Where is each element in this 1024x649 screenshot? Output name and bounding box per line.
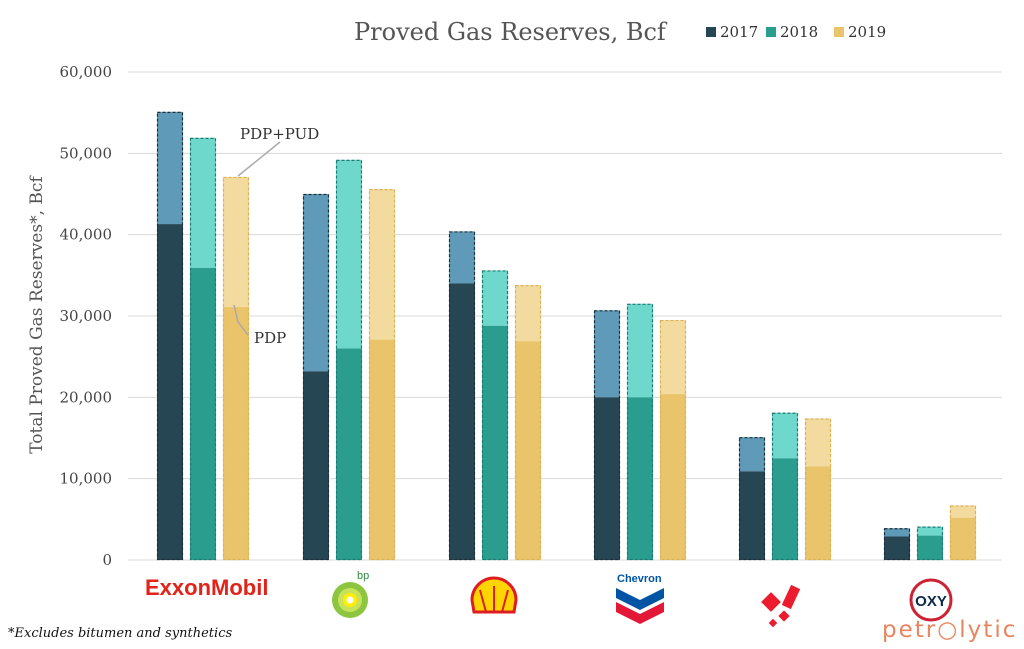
pdp-leader xyxy=(233,304,249,336)
bar-pdp-Shell-2018 xyxy=(482,325,508,560)
bar-pud-Chevron-2017 xyxy=(594,310,620,398)
y-tick-label: 10,000 xyxy=(60,470,113,488)
bar-pdp-Chevron-2018 xyxy=(627,397,653,560)
bar-pud-Chevron-2018 xyxy=(627,303,653,398)
legend-label-2018: 2018 xyxy=(780,23,818,41)
footnote: *Excludes bitumen and synthetics xyxy=(8,626,233,641)
bar-pud-ExxonMobil-2018 xyxy=(190,137,216,269)
chevron-logo-text: Chevron xyxy=(617,573,662,585)
y-tick-label: 60,000 xyxy=(60,63,113,81)
oxy-logo: OXY xyxy=(909,578,953,622)
annotations: PDP+PUD PDP xyxy=(233,125,319,347)
bar-pdp-Shell-2019 xyxy=(515,341,541,560)
exxonmobil-logo-text: ExxonMobil xyxy=(145,575,268,600)
bar-pud-ExxonMobil-2019 xyxy=(223,176,249,308)
bar-pdp-ExxonMobil-2018 xyxy=(190,268,216,560)
bar-pdp-bp-2018 xyxy=(336,348,362,560)
bar-outline-Shell-2019 xyxy=(514,284,542,561)
bar-pdp-OXY-2017 xyxy=(884,536,910,560)
grid xyxy=(128,71,1002,561)
bar-pud-Shell-2017 xyxy=(449,231,475,284)
oxy-ring-icon xyxy=(909,578,953,622)
bar-pud-Shell-2018 xyxy=(482,270,508,326)
pdp-label: PDP xyxy=(254,329,286,347)
bar-outline-Shell-2018 xyxy=(481,270,509,561)
bar-outline-OXY-2018 xyxy=(916,526,944,561)
chevron-logo: Chevron xyxy=(616,573,664,624)
bp-logo-text: bp xyxy=(357,570,369,582)
legend-swatch-2018 xyxy=(766,27,776,37)
bar-outline-ExxonMobil-2018 xyxy=(189,137,217,561)
chart-title: Proved Gas Reserves, Bcf xyxy=(354,18,668,46)
bar-pdp-bp-2019 xyxy=(369,339,395,560)
bar-pud-Shell-2019 xyxy=(515,285,541,342)
y-axis-ticks: 0 10,000 20,000 30,000 40,000 50,000 60,000 xyxy=(60,63,113,569)
petrolytic-brand: petr○lytic xyxy=(882,617,1018,643)
pdp-pud-label: PDP+PUD xyxy=(240,125,319,143)
y-tick-label: 40,000 xyxy=(60,226,113,244)
bar-outline-Chevron-2017 xyxy=(593,310,621,561)
y-tick-label: 50,000 xyxy=(60,144,113,162)
bar-outline-Chevron-2018 xyxy=(626,303,654,561)
equinor-logo xyxy=(761,584,801,628)
bar-pud-Equinor-2017 xyxy=(739,437,765,472)
bar-pud-bp-2017 xyxy=(303,194,329,372)
bar-pdp-ExxonMobil-2017 xyxy=(157,224,183,561)
y-axis-label: Total Proved Gas Reserves*, Bcf xyxy=(27,175,47,454)
bar-pdp-Shell-2017 xyxy=(449,283,475,560)
legend-label-2017: 2017 xyxy=(720,23,758,41)
bp-logo: bp xyxy=(332,570,369,618)
legend: 2017 2018 2019 xyxy=(706,23,886,41)
bar-pdp-Chevron-2017 xyxy=(594,397,620,560)
bar-outline-OXY-2017 xyxy=(883,528,911,561)
bar-pdp-OXY-2018 xyxy=(917,535,943,560)
bar-outline-OXY-2019 xyxy=(949,505,977,561)
bar-outline-Equinor-2017 xyxy=(738,437,766,561)
pdp-pud-leader xyxy=(237,141,281,177)
equinor-star-icon xyxy=(761,592,781,612)
exxonmobil-logo: ExxonMobil xyxy=(145,575,268,600)
bar-outline-Equinor-2018 xyxy=(771,412,799,561)
legend-swatch-2017 xyxy=(706,27,716,37)
bar-pud-OXY-2018 xyxy=(917,526,943,536)
bar-pud-OXY-2019 xyxy=(950,505,976,518)
oxy-logo-text: OXY xyxy=(915,593,947,610)
bar-outline-Shell-2017 xyxy=(448,231,476,561)
bar-outline-Equinor-2019 xyxy=(804,418,832,561)
bar-pud-OXY-2017 xyxy=(884,528,910,537)
bar-pdp-ExxonMobil-2019 xyxy=(223,307,249,560)
bar-pdp-OXY-2019 xyxy=(950,517,976,560)
bar-outline-Chevron-2019 xyxy=(659,319,687,561)
bar-pdp-bp-2017 xyxy=(303,371,329,560)
bar-pud-bp-2019 xyxy=(369,189,395,340)
y-tick-label: 0 xyxy=(102,551,112,569)
bar-outline-ExxonMobil-2019 xyxy=(222,176,250,561)
y-tick-label: 30,000 xyxy=(60,307,113,325)
bar-pdp-Chevron-2019 xyxy=(660,394,686,560)
legend-label-2019: 2019 xyxy=(848,23,886,41)
bar-pud-ExxonMobil-2017 xyxy=(157,111,183,225)
bar-pdp-Equinor-2019 xyxy=(805,466,831,560)
shell-logo xyxy=(470,576,518,614)
legend-swatch-2019 xyxy=(834,27,844,37)
bar-pud-Equinor-2019 xyxy=(805,418,831,467)
bar-outline-bp-2018 xyxy=(335,159,363,561)
bar-pdp-Equinor-2017 xyxy=(739,471,765,560)
bar-outline-bp-2017 xyxy=(302,193,330,561)
bar-pud-Equinor-2018 xyxy=(772,412,798,459)
bar-pud-Chevron-2019 xyxy=(660,320,686,395)
bar-pud-bp-2018 xyxy=(336,159,362,349)
chevron-hallmark-icon xyxy=(616,588,664,610)
bar-pdp-Equinor-2018 xyxy=(772,458,798,560)
bar-outline-bp-2019 xyxy=(368,189,396,561)
bars xyxy=(156,111,977,561)
bar-outline-ExxonMobil-2017 xyxy=(156,111,184,561)
y-tick-label: 20,000 xyxy=(60,388,113,406)
